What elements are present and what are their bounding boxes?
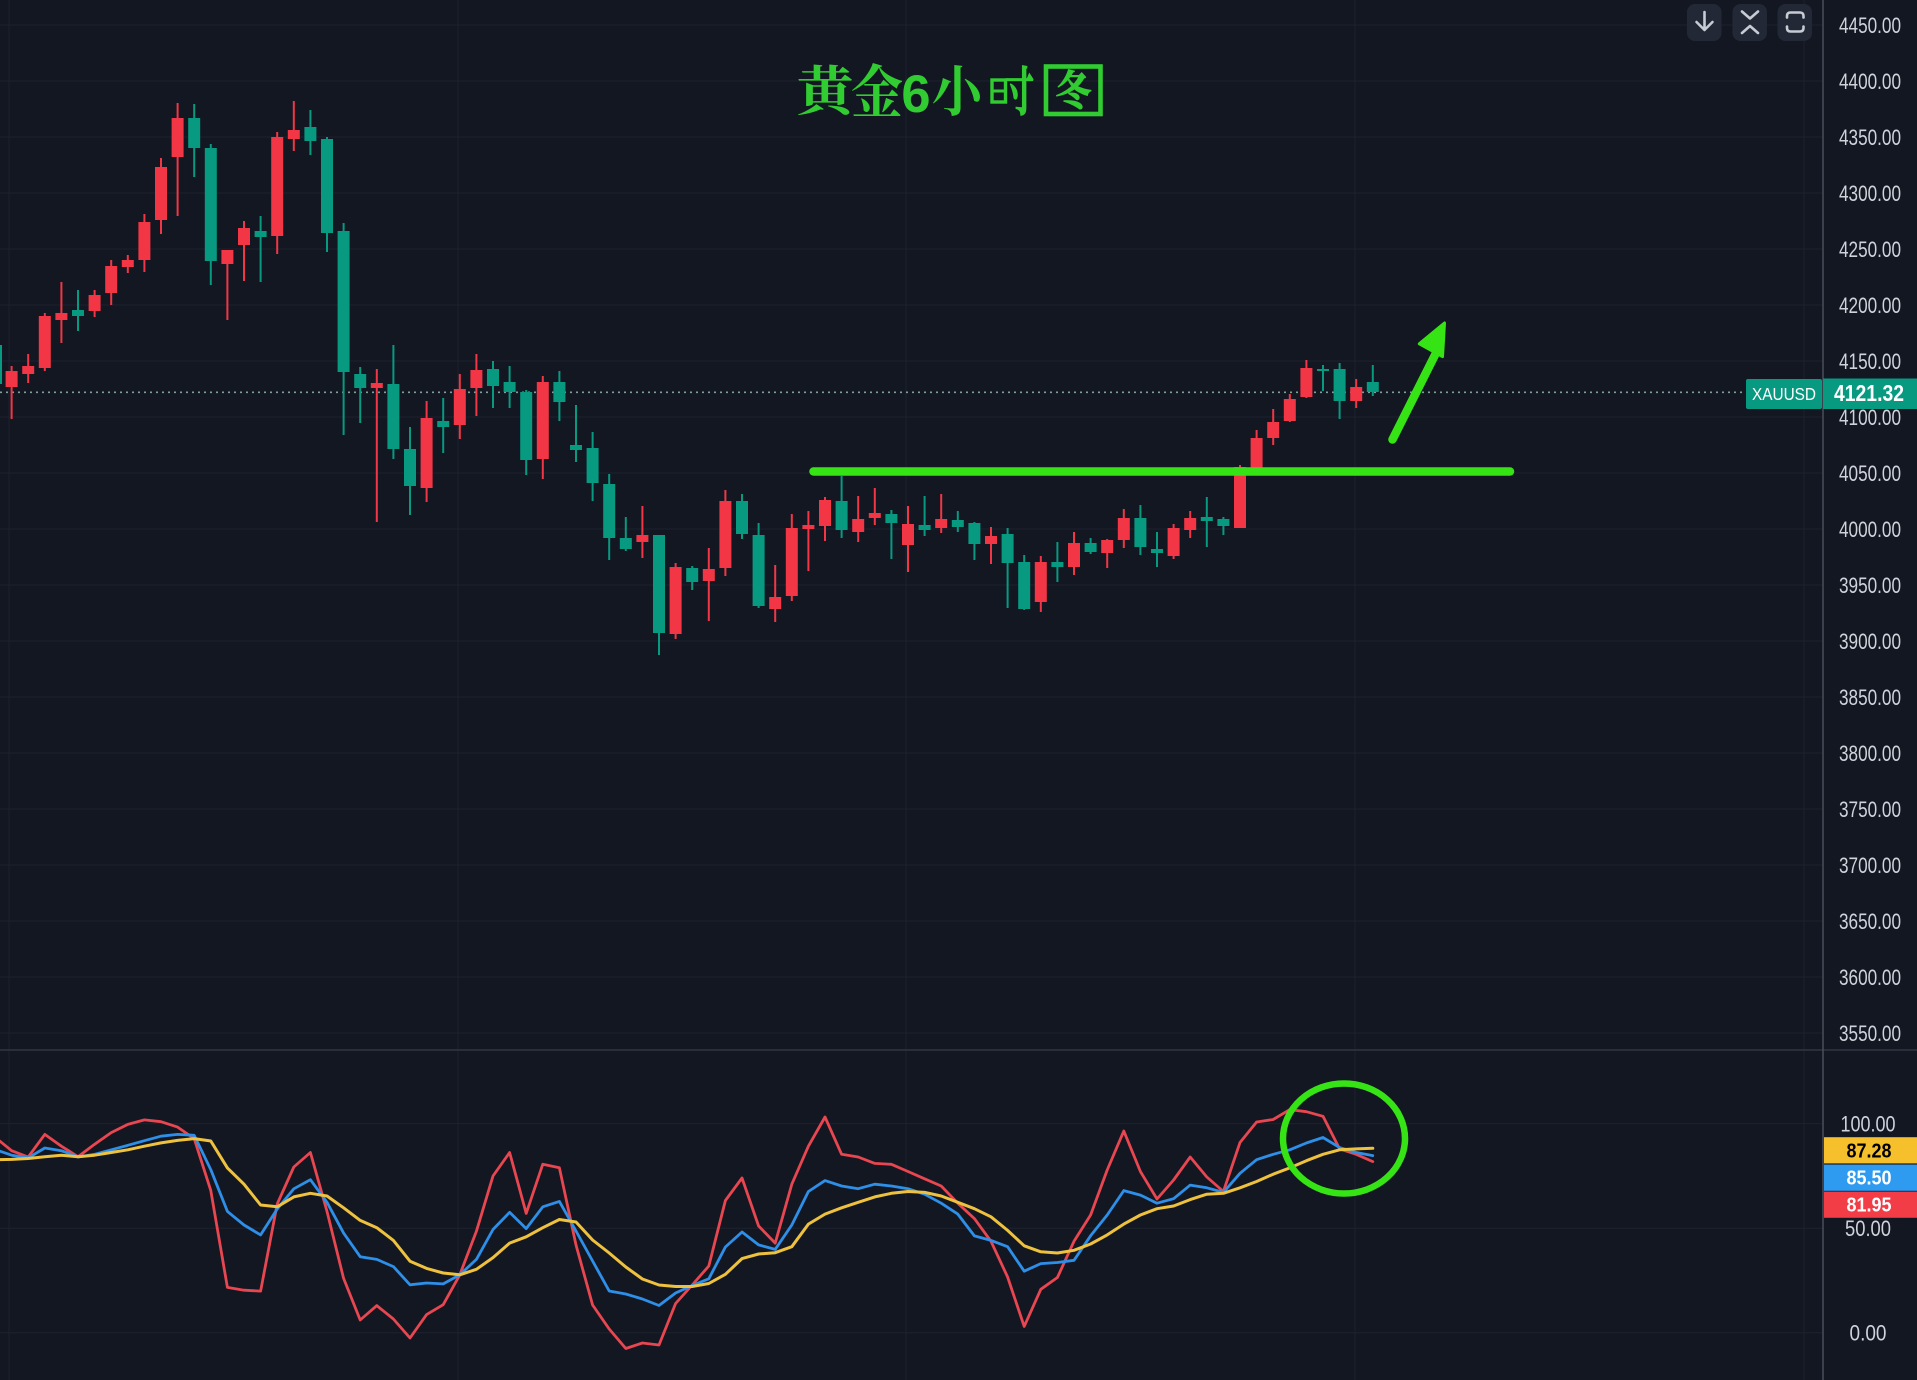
svg-text:4350.00: 4350.00 xyxy=(1839,125,1901,150)
svg-text:3550.00: 3550.00 xyxy=(1839,1021,1901,1046)
svg-text:100.00: 100.00 xyxy=(1841,1112,1896,1137)
svg-text:4250.00: 4250.00 xyxy=(1839,237,1901,262)
svg-text:50.00: 50.00 xyxy=(1845,1216,1891,1241)
svg-text:4200.00: 4200.00 xyxy=(1839,293,1901,318)
svg-text:3650.00: 3650.00 xyxy=(1839,909,1901,934)
svg-text:0.00: 0.00 xyxy=(1850,1321,1887,1346)
svg-text:4100.00: 4100.00 xyxy=(1839,405,1901,430)
svg-text:3600.00: 3600.00 xyxy=(1839,965,1901,990)
svg-text:3800.00: 3800.00 xyxy=(1839,741,1901,766)
svg-text:3950.00: 3950.00 xyxy=(1839,573,1901,598)
svg-text:3700.00: 3700.00 xyxy=(1839,853,1901,878)
svg-text:4300.00: 4300.00 xyxy=(1839,181,1901,206)
svg-text:4450.00: 4450.00 xyxy=(1839,13,1901,38)
svg-text:4400.00: 4400.00 xyxy=(1839,69,1901,94)
svg-text:4150.00: 4150.00 xyxy=(1839,349,1901,374)
svg-text:4121.32: 4121.32 xyxy=(1834,380,1904,406)
svg-text:6: 6 xyxy=(901,65,930,124)
svg-text:85.50: 85.50 xyxy=(1847,1168,1892,1190)
svg-text:87.28: 87.28 xyxy=(1847,1140,1892,1162)
svg-text:4000.00: 4000.00 xyxy=(1839,517,1901,542)
svg-text:3850.00: 3850.00 xyxy=(1839,685,1901,710)
svg-text:81.95: 81.95 xyxy=(1847,1195,1892,1217)
svg-text:XAUUSD: XAUUSD xyxy=(1752,384,1816,404)
svg-text:3900.00: 3900.00 xyxy=(1839,629,1901,654)
svg-text:4050.00: 4050.00 xyxy=(1839,461,1901,486)
svg-text:3750.00: 3750.00 xyxy=(1839,797,1901,822)
